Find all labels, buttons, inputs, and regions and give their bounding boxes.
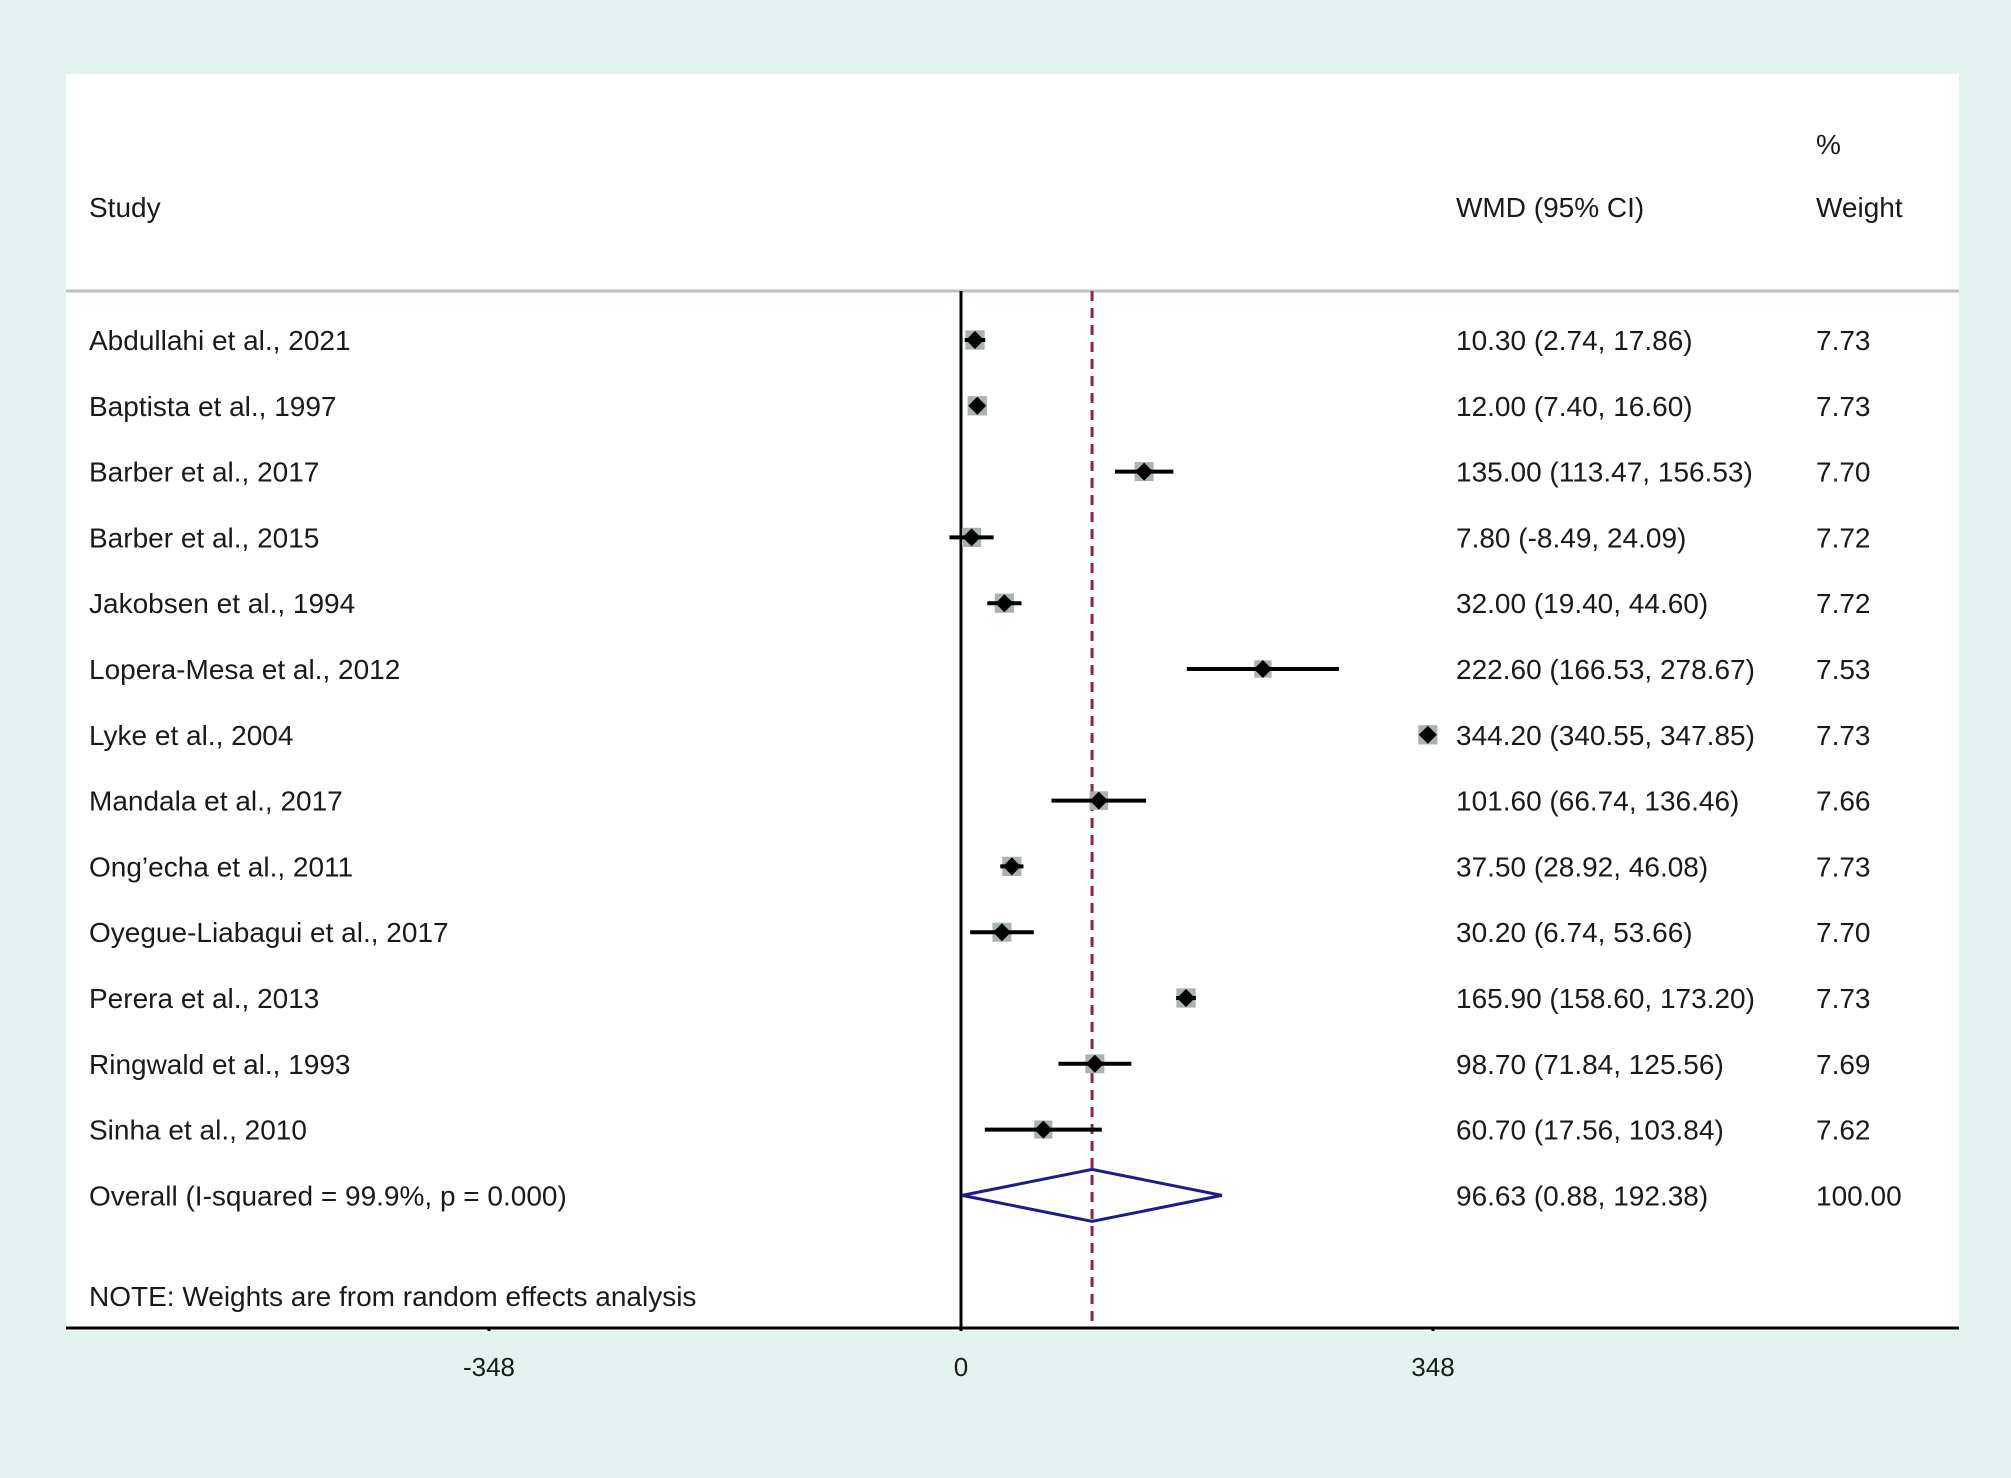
weight-label: 7.73 — [1816, 851, 1871, 882]
effect-estimate-label: 32.00 (19.40, 44.60) — [1456, 588, 1708, 619]
weight-label: 7.73 — [1816, 325, 1871, 356]
weight-header-line1: % — [1816, 129, 1841, 160]
point-estimate — [962, 528, 981, 547]
effect-estimate-label: 7.80 (-8.49, 24.09) — [1456, 522, 1686, 553]
point-estimate — [968, 396, 987, 415]
study-label: Ringwald et al., 1993 — [89, 1049, 351, 1080]
effect-estimate-label: 30.20 (6.74, 53.66) — [1456, 917, 1693, 948]
weight-label: 7.72 — [1816, 588, 1871, 619]
overall-diamond — [961, 1167, 1223, 1223]
study-label: Barber et al., 2015 — [89, 522, 319, 553]
weight-label: 7.73 — [1816, 391, 1871, 422]
weight-label: 7.73 — [1816, 720, 1871, 751]
study-label: Baptista et al., 1997 — [89, 391, 337, 422]
x-tick-label: -348 — [463, 1352, 515, 1382]
overall-effect-label: 96.63 (0.88, 192.38) — [1456, 1180, 1708, 1211]
weight-label: 7.70 — [1816, 917, 1871, 948]
point-estimate — [1002, 857, 1021, 876]
plot-marks — [949, 291, 1438, 1328]
weights-note: NOTE: Weights are from random effects an… — [89, 1281, 696, 1312]
weight-label: 7.69 — [1816, 1049, 1871, 1080]
weight-label: 7.53 — [1816, 654, 1871, 685]
x-tick-label: 0 — [954, 1352, 968, 1382]
point-estimate — [1135, 462, 1154, 481]
study-label: Ong’echa et al., 2011 — [89, 851, 353, 882]
weight-label: 7.70 — [1816, 457, 1871, 488]
effect-estimate-label: 165.90 (158.60, 173.20) — [1456, 983, 1755, 1014]
effect-estimate-label: 60.70 (17.56, 103.84) — [1456, 1115, 1724, 1146]
overall-label: Overall (I-squared = 99.9%, p = 0.000) — [89, 1180, 567, 1211]
weight-label: 7.62 — [1816, 1115, 1871, 1146]
point-estimate — [1089, 791, 1108, 810]
study-column-header: Study — [89, 192, 161, 223]
effect-estimate-label: 37.50 (28.92, 46.08) — [1456, 851, 1708, 882]
point-estimate — [1034, 1120, 1053, 1139]
plot-panel: % Study WMD (95% CI) Weight Abdullahi et… — [66, 74, 1959, 1331]
point-estimate — [992, 923, 1011, 942]
study-label: Sinha et al., 2010 — [89, 1115, 307, 1146]
weight-label: 7.73 — [1816, 983, 1871, 1014]
study-label: Perera et al., 2013 — [89, 983, 319, 1014]
effect-column-header: WMD (95% CI) — [1456, 192, 1644, 223]
study-label: Oyegue-Liabagui et al., 2017 — [89, 917, 449, 948]
effect-estimate-label: 101.60 (66.74, 136.46) — [1456, 786, 1739, 817]
effect-estimate-label: 222.60 (166.53, 278.67) — [1456, 654, 1755, 685]
x-axis — [66, 1326, 1959, 1331]
weight-label: 7.66 — [1816, 786, 1871, 817]
overall-weight-label: 100.00 — [1816, 1180, 1902, 1211]
point-estimate — [1418, 725, 1437, 744]
weight-header-line2: Weight — [1816, 192, 1903, 223]
point-estimate — [995, 594, 1014, 613]
study-label: Abdullahi et al., 2021 — [89, 325, 351, 356]
study-rows: Abdullahi et al., 2021 10.30 (2.74, 17.86… — [89, 325, 1902, 1211]
point-estimate — [1177, 989, 1196, 1007]
effect-estimate-label: 10.30 (2.74, 17.86) — [1456, 325, 1693, 356]
study-label: Lyke et al., 2004 — [89, 720, 293, 751]
effect-estimate-label: 135.00 (113.47, 156.53) — [1456, 457, 1753, 488]
weight-label: 7.72 — [1816, 522, 1871, 553]
study-label: Jakobsen et al., 1994 — [89, 588, 355, 619]
study-label: Barber et al., 2017 — [89, 457, 319, 488]
point-estimate — [965, 331, 984, 349]
effect-estimate-label: 344.20 (340.55, 347.85) — [1456, 720, 1755, 751]
study-label: Mandala et al., 2017 — [89, 786, 343, 817]
forest-plot: % Study WMD (95% CI) Weight Abdullahi et… — [66, 129, 1959, 1331]
point-estimate — [1253, 660, 1272, 678]
study-label: Lopera-Mesa et al., 2012 — [89, 654, 400, 685]
point-estimate — [1085, 1054, 1104, 1073]
effect-estimate-label: 12.00 (7.40, 16.60) — [1456, 391, 1693, 422]
effect-estimate-label: 98.70 (71.84, 125.56) — [1456, 1049, 1724, 1080]
x-tick-label: 348 — [1411, 1352, 1454, 1382]
